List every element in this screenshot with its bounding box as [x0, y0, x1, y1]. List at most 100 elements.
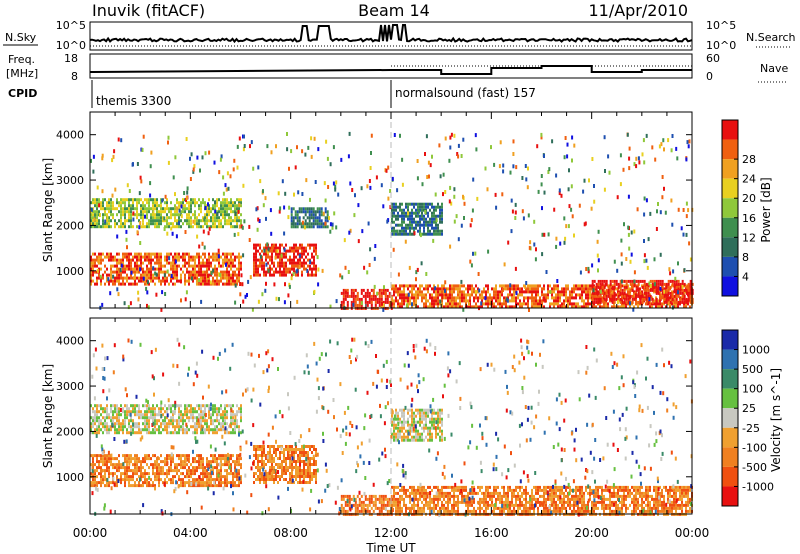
heat-cell: [651, 288, 654, 292]
heat-cell: [575, 284, 577, 288]
heat-cell: [96, 276, 98, 280]
heat-cell: [182, 431, 184, 435]
heat-cell: [689, 282, 692, 286]
heat-cell: [226, 201, 228, 205]
heat-cell: [261, 264, 263, 268]
heat-cell: [457, 154, 460, 159]
heat-cell: [409, 232, 411, 236]
heat-cell: [128, 201, 130, 205]
heat-cell: [236, 282, 238, 286]
heat-cell: [100, 413, 102, 417]
heat-cell: [636, 207, 639, 212]
heat-cell: [613, 282, 616, 286]
heat-cell: [382, 300, 385, 304]
heat-cell: [122, 428, 124, 432]
heat-cell: [178, 213, 180, 217]
heat-cell: [144, 225, 146, 229]
heat-cell: [528, 245, 531, 250]
heat-cell: [190, 270, 192, 274]
heat-cell: [122, 454, 124, 458]
heat-cell: [188, 457, 190, 461]
heat-cell: [162, 428, 164, 432]
heat-cell: [180, 428, 182, 432]
heat-cell: [190, 404, 192, 408]
heat-cell: [184, 258, 186, 262]
heat-cell: [294, 216, 297, 220]
heat-cell: [613, 297, 616, 301]
heat-cell: [240, 481, 242, 485]
heat-cell: [309, 260, 312, 265]
heat-cell: [106, 279, 108, 283]
heat-cell: [152, 219, 154, 223]
heat-cell: [92, 258, 94, 262]
heat-cell: [513, 293, 515, 297]
heat-cell: [279, 270, 281, 274]
heat-cell: [571, 135, 574, 140]
heat-cell: [106, 225, 108, 229]
heat-cell: [405, 226, 407, 230]
heat-cell: [563, 299, 565, 303]
heat-cell: [128, 282, 130, 286]
heat-cell: [419, 202, 421, 206]
heat-cell: [126, 210, 128, 214]
heat-cell: [132, 276, 134, 280]
heat-cell: [558, 188, 561, 193]
heat-cell: [485, 290, 487, 294]
heat-cell: [226, 273, 228, 277]
heat-cell: [226, 481, 228, 485]
heat-cell: [218, 198, 220, 202]
heat-cell: [178, 457, 180, 461]
heat-cell: [184, 273, 186, 277]
heat-cell: [110, 273, 112, 277]
heat-cell: [368, 179, 371, 183]
heat-cell: [106, 463, 108, 467]
heat-cell: [158, 261, 160, 265]
heat-cell: [90, 270, 92, 274]
heat-cell: [583, 222, 586, 227]
nsearch-tick-top: 10^5: [706, 19, 736, 32]
heat-cell: [565, 299, 567, 303]
heat-cell: [407, 299, 409, 303]
heat-cell: [94, 264, 96, 268]
heat-cell: [435, 214, 437, 218]
heat-cell: [397, 290, 399, 294]
heat-cell: [146, 463, 148, 467]
heat-cell: [689, 285, 692, 289]
heat-cell: [510, 198, 513, 203]
heat-cell: [234, 219, 236, 223]
heat-cell: [683, 297, 686, 301]
heat-cell: [220, 463, 222, 467]
heat-cell: [296, 213, 299, 217]
heat-cell: [126, 252, 128, 256]
heat-cell: [186, 416, 188, 420]
heat-cell: [206, 269, 209, 274]
heat-cell: [148, 273, 150, 277]
heat-cell: [188, 475, 190, 479]
heat-cell: [445, 296, 447, 300]
heat-cell: [257, 463, 259, 466]
heat-cell: [413, 284, 415, 288]
heat-cell: [657, 282, 660, 286]
heat-cell: [413, 205, 415, 209]
heat-cell: [200, 416, 202, 420]
heat-cell: [653, 288, 656, 292]
heat-cell: [584, 221, 587, 226]
heat-cell: [132, 201, 134, 205]
heat-cell: [267, 255, 269, 259]
heat-cell: [433, 211, 435, 215]
heat-cell: [236, 413, 238, 417]
heat-cell: [234, 484, 236, 488]
heat-cell: [203, 245, 206, 250]
heat-cell: [176, 210, 178, 214]
heat-cell: [130, 484, 132, 488]
heat-cell: [309, 264, 311, 268]
heat-cell: [419, 284, 421, 288]
heat-cell: [130, 273, 132, 277]
heat-cell: [455, 284, 457, 288]
heat-cell: [271, 267, 273, 271]
heat-cell: [416, 176, 419, 181]
heat-cell: [563, 290, 565, 294]
heat-cell: [208, 225, 210, 229]
heat-cell: [463, 290, 465, 294]
heat-cell: [92, 484, 94, 488]
